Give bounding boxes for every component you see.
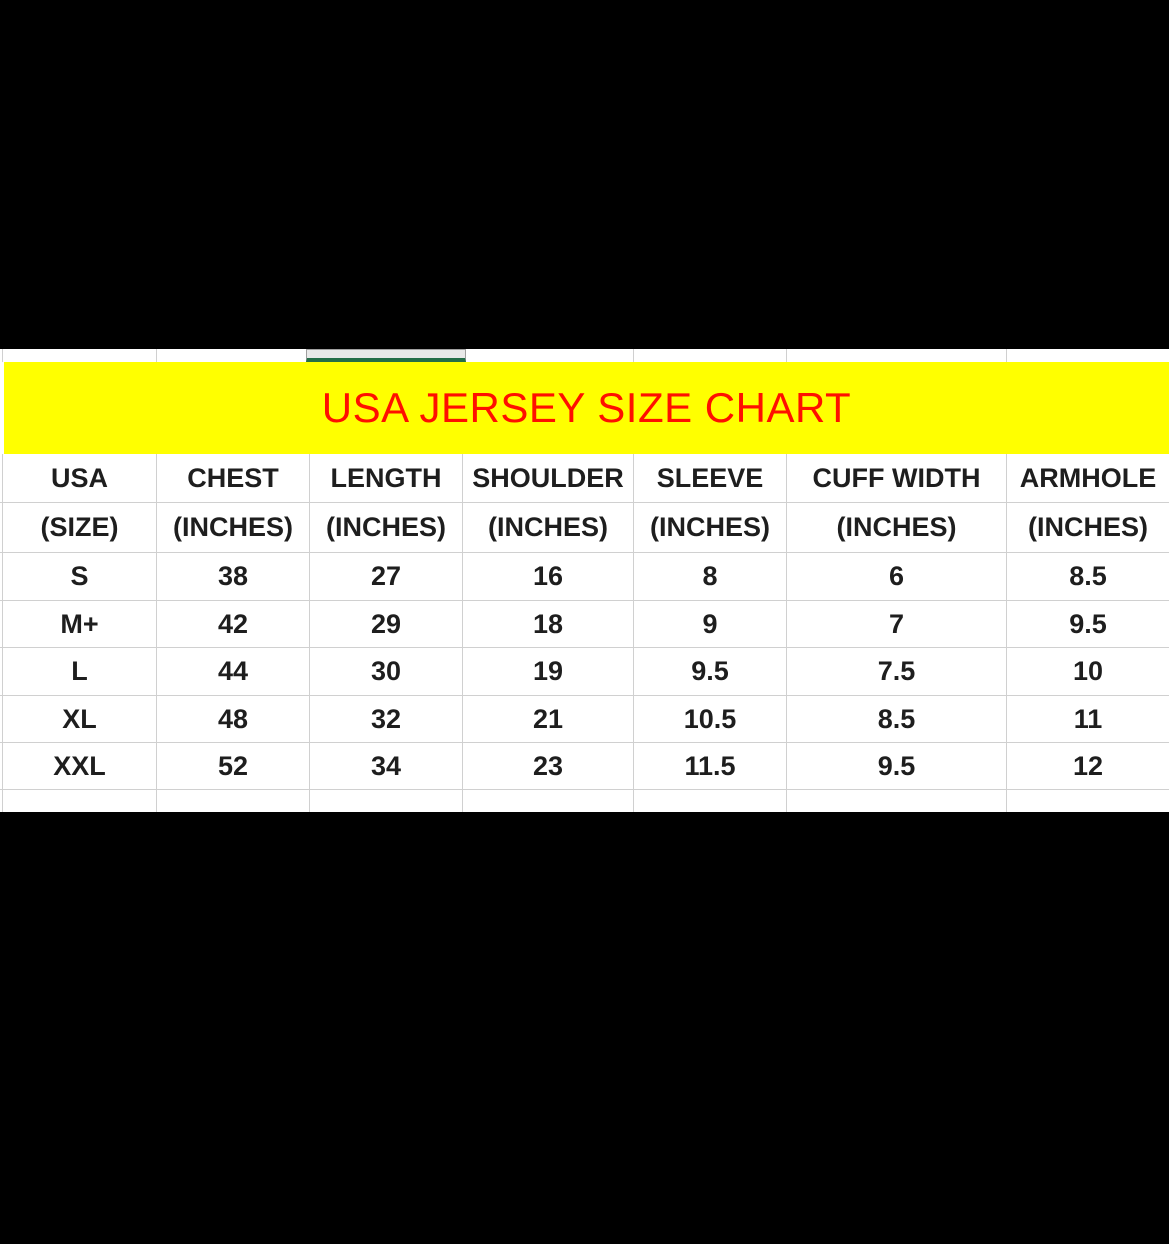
cell-xxl-shoulder[interactable]: 23 xyxy=(463,743,634,790)
unit-cell-chest[interactable]: (INCHES) xyxy=(157,503,310,553)
cell-s-armhole[interactable]: 8.5 xyxy=(1007,553,1169,601)
grid-sliver-cell xyxy=(0,790,3,812)
chart-title: USA JERSEY SIZE CHART xyxy=(321,384,852,431)
unit-cell-usa[interactable]: (SIZE) xyxy=(3,503,157,553)
cell-xl-chest[interactable]: 48 xyxy=(157,696,310,743)
title-banner-cell[interactable]: USA JERSEY SIZE CHART xyxy=(4,362,1169,454)
cell-l-length[interactable]: 30 xyxy=(310,648,463,696)
header-cell-usa[interactable]: USA xyxy=(3,454,157,503)
cell-s-length[interactable]: 27 xyxy=(310,553,463,601)
header-cell-sleeve[interactable]: SLEEVE xyxy=(634,454,787,503)
strip-cell xyxy=(0,349,3,362)
grid-sliver-cell xyxy=(0,648,3,696)
header-cell-chest[interactable]: CHEST xyxy=(157,454,310,503)
header-cell-armhole[interactable]: ARMHOLE xyxy=(1007,454,1169,503)
empty-cell xyxy=(3,790,157,812)
cell-l-armhole[interactable]: 10 xyxy=(1007,648,1169,696)
grid-sliver-cell xyxy=(0,503,3,553)
cell-xl-armhole[interactable]: 11 xyxy=(1007,696,1169,743)
header-cell-cuff-width[interactable]: CUFF WIDTH xyxy=(787,454,1007,503)
unit-cell-length[interactable]: (INCHES) xyxy=(310,503,463,553)
letterbox-top xyxy=(0,0,1169,349)
banner-left-sliver xyxy=(0,362,4,454)
strip-cell xyxy=(1007,349,1169,362)
grid-sliver-cell xyxy=(0,553,3,601)
grid-sliver-cell xyxy=(0,743,3,790)
cell-xxl-length[interactable]: 34 xyxy=(310,743,463,790)
strip-cell xyxy=(463,349,634,362)
header-cell-length[interactable]: LENGTH xyxy=(310,454,463,503)
empty-cell xyxy=(310,790,463,812)
active-cell-indicator[interactable] xyxy=(306,349,466,362)
empty-cell xyxy=(463,790,634,812)
unit-cell-sleeve[interactable]: (INCHES) xyxy=(634,503,787,553)
cell-xl-shoulder[interactable]: 21 xyxy=(463,696,634,743)
cell-size-m[interactable]: M+ xyxy=(3,601,157,648)
size-chart-table: USA CHEST LENGTH SHOULDER SLEEVE CUFF WI… xyxy=(0,454,1169,812)
cell-xxl-cuff-width[interactable]: 9.5 xyxy=(787,743,1007,790)
empty-cell xyxy=(634,790,787,812)
cell-m-length[interactable]: 29 xyxy=(310,601,463,648)
cell-size-xxl[interactable]: XXL xyxy=(3,743,157,790)
cell-s-shoulder[interactable]: 16 xyxy=(463,553,634,601)
cell-m-chest[interactable]: 42 xyxy=(157,601,310,648)
cell-m-cuff-width[interactable]: 7 xyxy=(787,601,1007,648)
cell-xl-sleeve[interactable]: 10.5 xyxy=(634,696,787,743)
cell-size-s[interactable]: S xyxy=(3,553,157,601)
spreadsheet-region: USA JERSEY SIZE CHART USA CHEST LENGTH S… xyxy=(0,349,1169,812)
cell-xxl-chest[interactable]: 52 xyxy=(157,743,310,790)
grid-sliver-cell xyxy=(0,696,3,743)
cell-l-shoulder[interactable]: 19 xyxy=(463,648,634,696)
letterbox-bottom xyxy=(0,812,1169,1244)
cell-l-sleeve[interactable]: 9.5 xyxy=(634,648,787,696)
unit-cell-cuff-width[interactable]: (INCHES) xyxy=(787,503,1007,553)
strip-cell xyxy=(3,349,157,362)
cell-m-shoulder[interactable]: 18 xyxy=(463,601,634,648)
unit-cell-armhole[interactable]: (INCHES) xyxy=(1007,503,1169,553)
grid-sliver-cell xyxy=(0,454,3,503)
cell-size-l[interactable]: L xyxy=(3,648,157,696)
unit-cell-shoulder[interactable]: (INCHES) xyxy=(463,503,634,553)
cell-s-sleeve[interactable]: 8 xyxy=(634,553,787,601)
cell-xxl-sleeve[interactable]: 11.5 xyxy=(634,743,787,790)
header-cell-shoulder[interactable]: SHOULDER xyxy=(463,454,634,503)
empty-cell xyxy=(1007,790,1169,812)
strip-cell xyxy=(787,349,1007,362)
empty-cell xyxy=(787,790,1007,812)
cell-s-cuff-width[interactable]: 6 xyxy=(787,553,1007,601)
cell-size-xl[interactable]: XL xyxy=(3,696,157,743)
cell-m-armhole[interactable]: 9.5 xyxy=(1007,601,1169,648)
cell-l-cuff-width[interactable]: 7.5 xyxy=(787,648,1007,696)
cell-s-chest[interactable]: 38 xyxy=(157,553,310,601)
strip-cell xyxy=(634,349,787,362)
cell-xl-length[interactable]: 32 xyxy=(310,696,463,743)
cell-m-sleeve[interactable]: 9 xyxy=(634,601,787,648)
partial-row-strip xyxy=(0,349,1169,362)
cell-l-chest[interactable]: 44 xyxy=(157,648,310,696)
cell-xxl-armhole[interactable]: 12 xyxy=(1007,743,1169,790)
cell-xl-cuff-width[interactable]: 8.5 xyxy=(787,696,1007,743)
grid-sliver-cell xyxy=(0,601,3,648)
strip-cell xyxy=(157,349,310,362)
title-banner-row: USA JERSEY SIZE CHART xyxy=(0,362,1169,454)
empty-cell xyxy=(157,790,310,812)
